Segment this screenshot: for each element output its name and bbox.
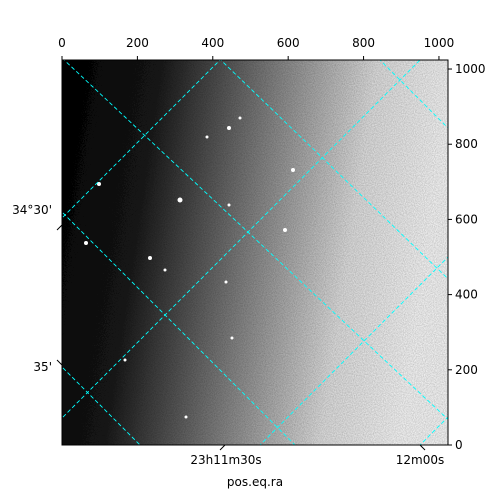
grid-line [259,256,448,445]
grid-line [62,211,296,445]
x-tick-label: 1000 [424,36,455,50]
x-tick-label: 0 [58,36,66,50]
y-tick-label: 800 [455,137,478,151]
x-tick-label: 600 [277,36,300,50]
x-tick-label: 800 [352,36,375,50]
grid-line [63,60,448,421]
x-tick-label: 200 [126,36,149,50]
dec-label: 34°30' [12,203,52,217]
y-tick-label: 0 [455,438,463,452]
y-tick-label: 400 [455,288,478,302]
stars [84,116,295,419]
dec-label: 35' [33,360,52,374]
noise [62,60,448,445]
grid-line [62,366,141,445]
y-tick-label: 1000 [455,62,486,76]
ra-label: 23h11m30s [190,453,261,467]
ra-label: 12m00s [396,453,444,467]
grid-line [62,60,421,419]
y-tick-label: 200 [455,363,478,377]
x-tick-label: 400 [201,36,224,50]
image [62,60,448,445]
coordinate-grid [62,60,448,445]
world-ticks [56,224,426,451]
grid-line [419,416,448,445]
frame [61,59,449,446]
grid-line [62,60,221,219]
grid-line [220,60,448,280]
y-tick-label: 600 [455,212,478,226]
x-axis-label: pos.eq.ra [227,475,283,489]
